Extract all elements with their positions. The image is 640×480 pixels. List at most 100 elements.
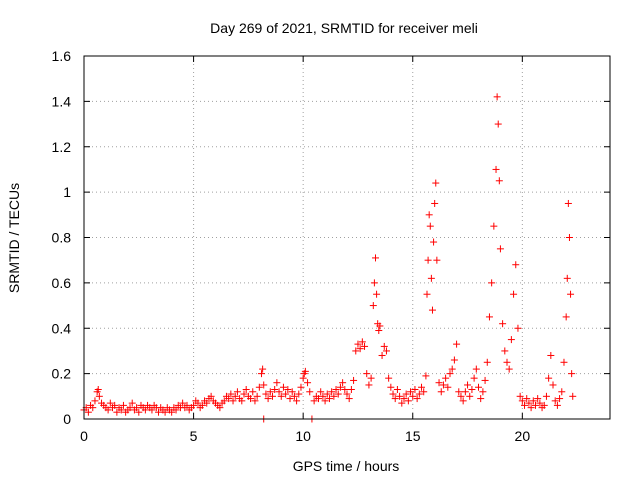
- data-point: [470, 374, 478, 382]
- data-point: [400, 395, 408, 403]
- data-point: [207, 392, 215, 400]
- data-point: [437, 388, 445, 396]
- data-point: [422, 372, 430, 380]
- data-point: [425, 211, 433, 219]
- x-tick-label: 10: [295, 428, 311, 444]
- x-tick-label: 20: [515, 428, 531, 444]
- data-point: [240, 390, 248, 398]
- data-point: [352, 347, 360, 355]
- y-tick-label: 0.6: [52, 275, 72, 291]
- data-point: [299, 374, 307, 382]
- data-point: [569, 392, 577, 400]
- data-point: [369, 302, 377, 310]
- data-point: [418, 383, 426, 391]
- data-point: [493, 93, 501, 101]
- data-point: [564, 199, 572, 207]
- data-point: [325, 395, 333, 403]
- data-point: [347, 386, 355, 394]
- y-tick-label: 0.2: [52, 366, 72, 382]
- data-point: [525, 399, 533, 407]
- data-point: [423, 290, 431, 298]
- data-point: [233, 388, 241, 396]
- data-point: [540, 401, 548, 409]
- data-point: [505, 365, 513, 373]
- ticks: 0 5 10 15 20 0 0.2 0.4 0.6 0.8 1 1.2 1.4 1.6: [52, 48, 610, 444]
- data-point: [376, 322, 384, 330]
- data-point: [341, 386, 349, 394]
- data-point: [389, 390, 397, 398]
- data-point: [268, 392, 276, 400]
- data-point: [220, 397, 228, 405]
- data-point: [483, 358, 491, 366]
- data-point: [415, 390, 423, 398]
- y-tick-label: 1.4: [52, 93, 72, 109]
- data-point: [117, 406, 125, 414]
- data-point: [304, 379, 312, 387]
- data-point: [247, 395, 255, 403]
- data-point: [288, 388, 296, 396]
- data-point: [190, 401, 198, 409]
- data-point: [430, 238, 438, 246]
- data-point: [229, 397, 237, 405]
- data-point: [461, 388, 469, 396]
- data-point: [198, 401, 206, 409]
- data-point: [172, 406, 180, 414]
- data-point: [367, 374, 375, 382]
- data-point: [161, 408, 169, 416]
- data-point: [560, 358, 568, 366]
- y-tick-label: 0.8: [52, 230, 72, 246]
- data-point: [332, 386, 340, 394]
- data-point: [126, 404, 134, 412]
- data-point: [373, 290, 381, 298]
- x-axis-label: GPS time / hours: [293, 458, 400, 474]
- data-point: [432, 179, 440, 187]
- data-point: [553, 401, 561, 409]
- data-point: [273, 379, 281, 387]
- data-point: [378, 351, 386, 359]
- data-point: [563, 274, 571, 282]
- data-point: [128, 399, 136, 407]
- data-point: [411, 386, 419, 394]
- data-point: [135, 408, 143, 416]
- y-axis-label: SRMTID / TECUs: [6, 183, 22, 293]
- data-point: [277, 392, 285, 400]
- data-point: [567, 290, 575, 298]
- data-point: [155, 408, 163, 416]
- data-point: [556, 395, 564, 403]
- data-point: [319, 392, 327, 400]
- data-point: [370, 279, 378, 287]
- data-point: [558, 388, 566, 396]
- data-point: [495, 177, 503, 185]
- data-point: [413, 395, 421, 403]
- data-point: [358, 338, 366, 346]
- data-point: [301, 367, 309, 375]
- data-point: [542, 392, 550, 400]
- data-point: [446, 370, 454, 378]
- data-point: [260, 381, 268, 389]
- data-point: [231, 392, 239, 400]
- plot-frame: [83, 55, 611, 420]
- data-point: [290, 392, 298, 400]
- data-point: [477, 395, 485, 403]
- data-point: [479, 388, 487, 396]
- data-point: [466, 392, 474, 400]
- data-point: [562, 313, 570, 321]
- data-point: [453, 340, 461, 348]
- data-point: [310, 397, 318, 405]
- data-point: [168, 408, 176, 416]
- data-point: [435, 379, 443, 387]
- data-point: [104, 406, 112, 414]
- data-point: [547, 351, 555, 359]
- data-point: [111, 401, 119, 409]
- data-point: [568, 370, 576, 378]
- data-point: [503, 358, 511, 366]
- data-point: [385, 374, 393, 382]
- y-tick-label: 1.2: [52, 139, 72, 155]
- data-point: [89, 404, 97, 412]
- data-point: [457, 392, 465, 400]
- y-tick-label: 1.6: [52, 48, 72, 64]
- data-point: [259, 365, 267, 373]
- data-point: [251, 397, 259, 405]
- data-point: [523, 395, 531, 403]
- data-point: [242, 386, 250, 394]
